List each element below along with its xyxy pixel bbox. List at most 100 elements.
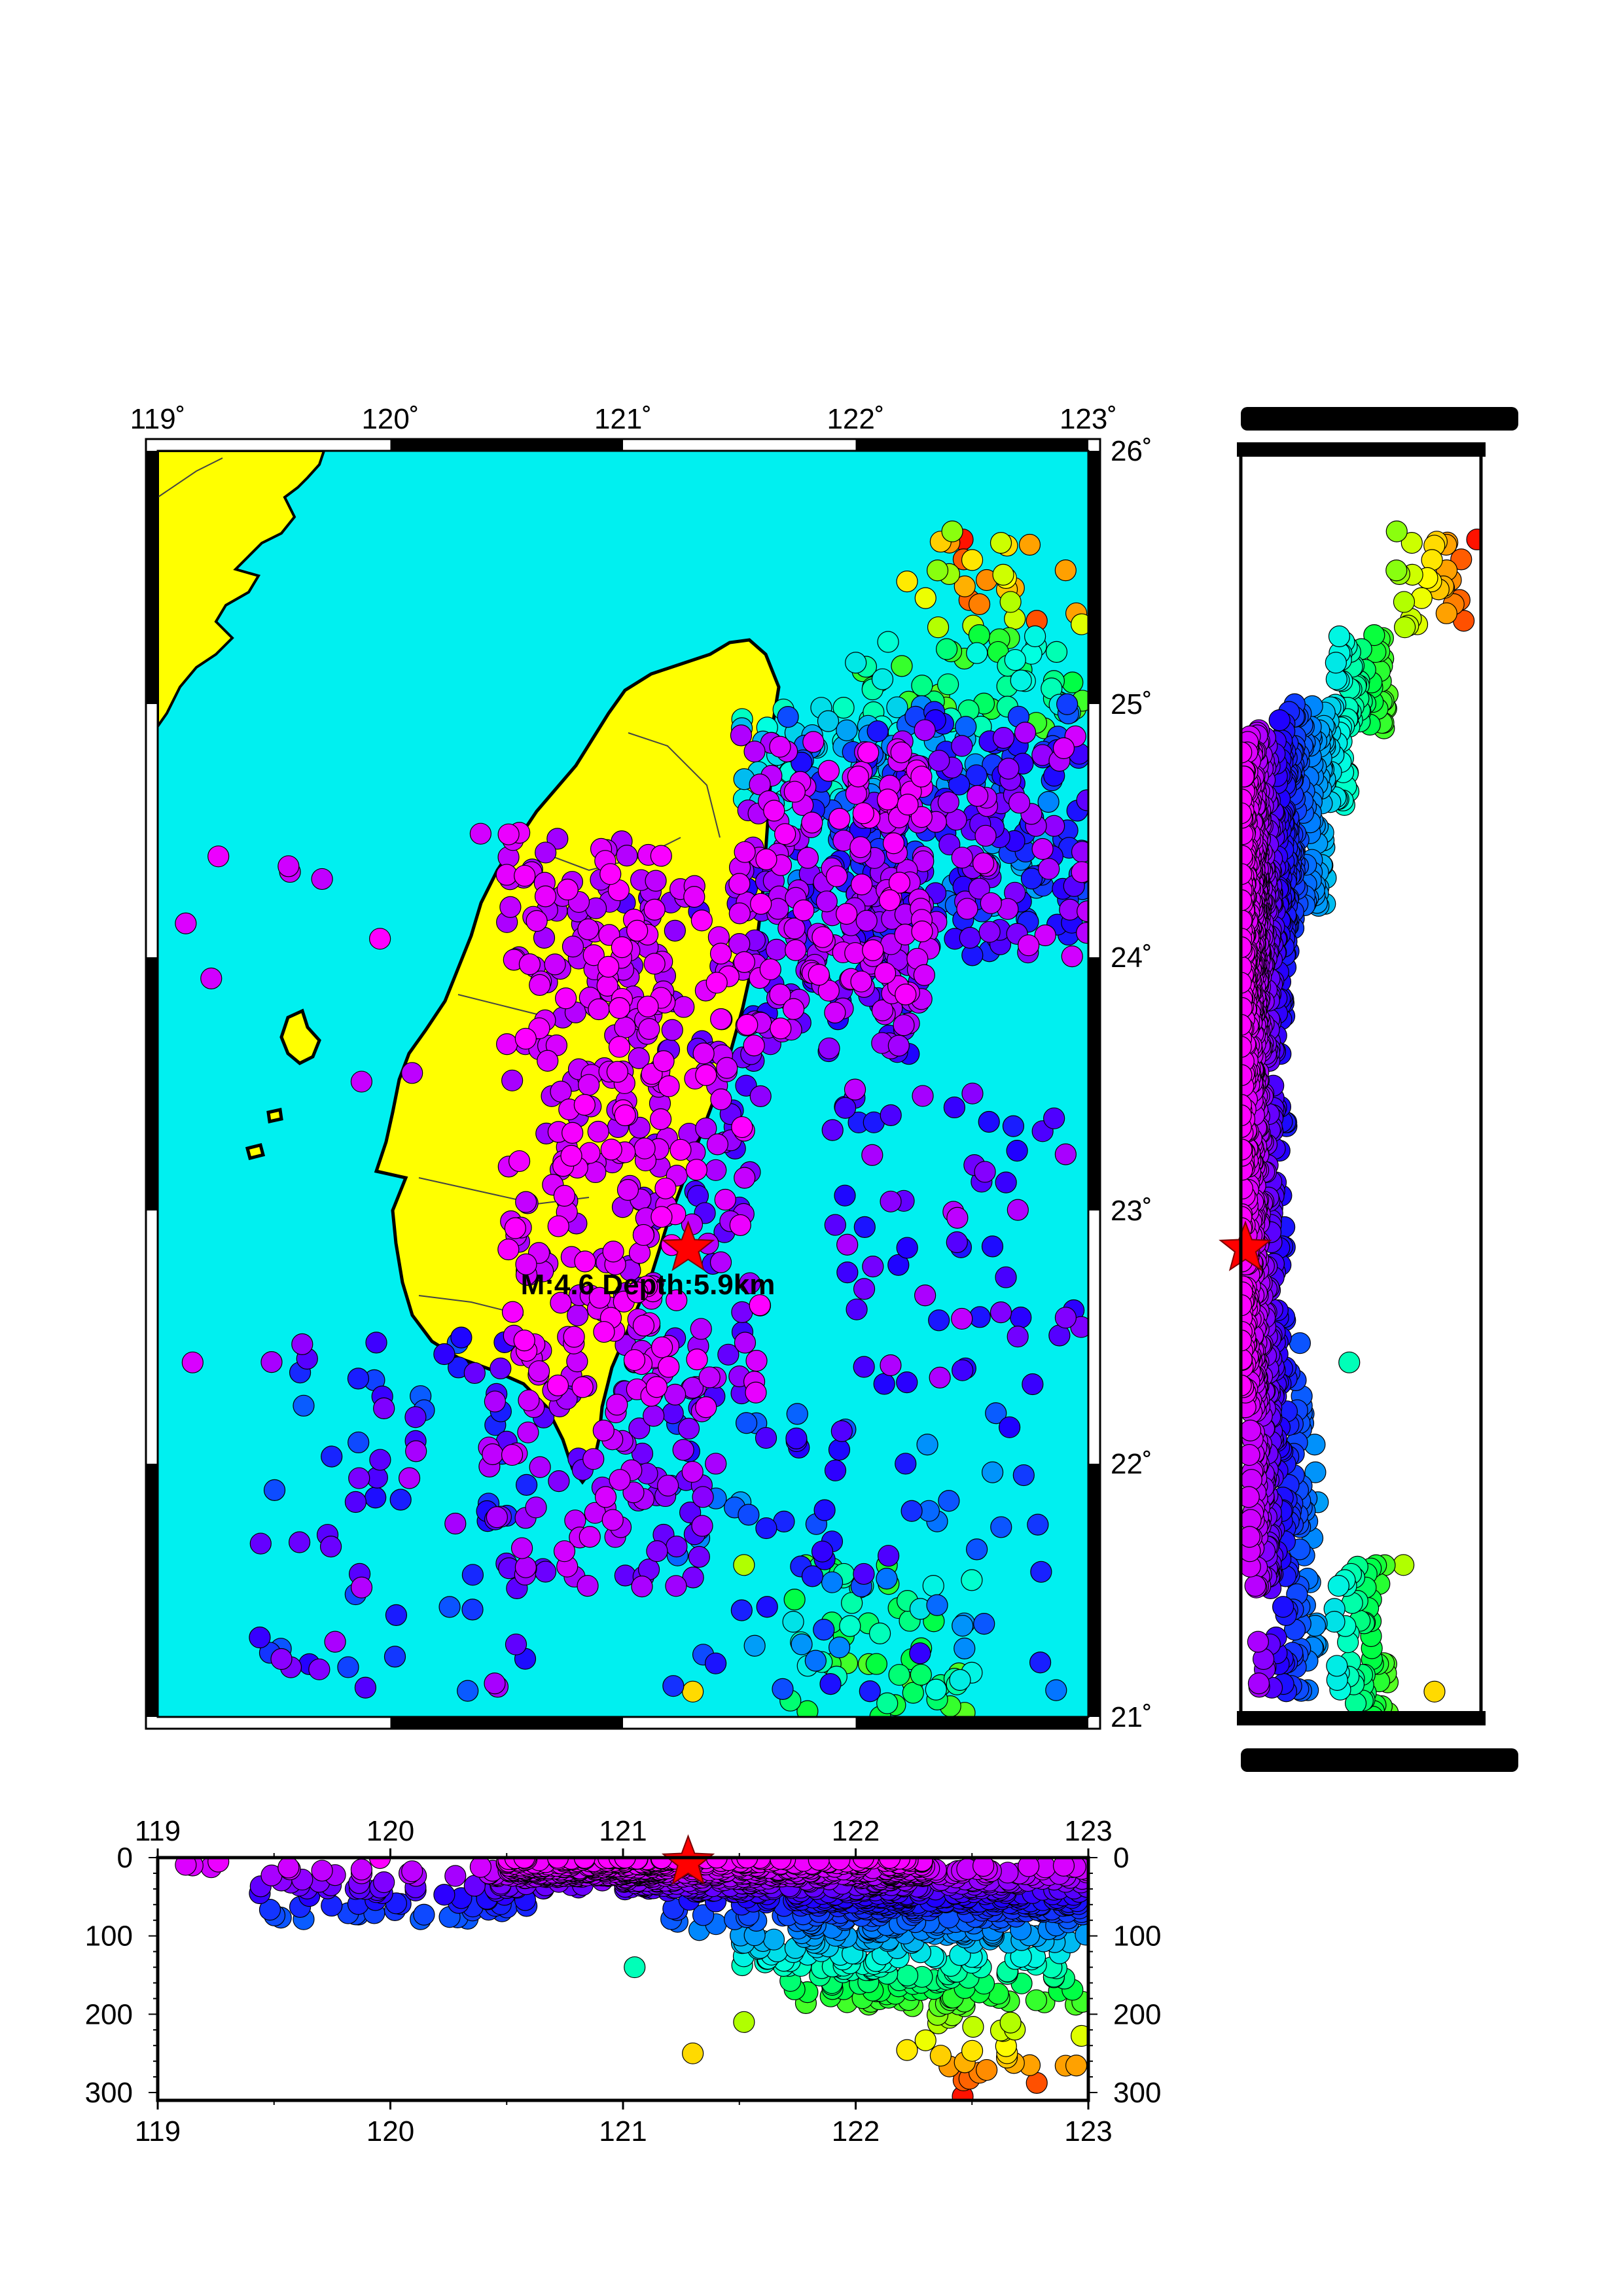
- earthquake-marker: [497, 823, 520, 845]
- earthquake-marker: [845, 652, 867, 674]
- earthquake-marker: [651, 1206, 673, 1228]
- depth-label: 100: [85, 1920, 133, 1952]
- earthquake-marker: [819, 1673, 842, 1695]
- earthquake-marker: [562, 1122, 584, 1144]
- earthquake-marker: [686, 1349, 708, 1371]
- earthquake-marker: [645, 1376, 668, 1398]
- earthquake-marker: [922, 1575, 944, 1597]
- longitude-label: 120: [366, 1815, 414, 1847]
- earthquake-marker: [749, 1294, 771, 1316]
- earthquake-marker: [966, 642, 988, 664]
- frame-bar: [1088, 1464, 1100, 1717]
- earthquake-marker: [563, 1326, 585, 1348]
- earthquake-marker: [925, 1678, 947, 1701]
- earthquake-marker: [553, 1540, 576, 1563]
- earthquake-marker: [763, 800, 785, 822]
- earthquake-marker: [1450, 548, 1472, 571]
- earthquake-marker: [587, 1120, 609, 1143]
- penghu-islet: [266, 1107, 283, 1124]
- earthquake-marker: [862, 1256, 884, 1278]
- frame-bar: [855, 1717, 1088, 1729]
- earthquake-marker: [504, 1217, 526, 1239]
- earthquake-marker: [955, 716, 977, 738]
- earthquake-marker: [319, 1536, 342, 1558]
- earthquake-marker: [579, 1526, 601, 1548]
- earthquake-marker: [705, 1159, 727, 1181]
- earthquake-marker: [1241, 1443, 1260, 1466]
- earthquake-marker: [200, 967, 223, 989]
- earthquake-marker: [526, 910, 548, 932]
- earthquake-marker: [626, 919, 649, 942]
- earthquake-marker: [457, 1680, 479, 1702]
- earthquake-marker: [1247, 1672, 1270, 1695]
- earthquake-marker: [548, 1470, 570, 1492]
- earthquake-marker: [501, 1301, 524, 1323]
- earthquake-marker: [433, 1343, 455, 1366]
- earthquake-marker: [853, 1216, 876, 1238]
- earthquake-marker: [704, 1652, 727, 1674]
- earthquake-marker: [961, 1569, 983, 1591]
- earthquake-marker: [968, 877, 990, 900]
- earthquake-marker: [880, 1104, 902, 1126]
- earthquake-marker: [1027, 1513, 1049, 1536]
- earthquake-marker: [826, 865, 848, 887]
- earthquake-marker: [824, 1214, 846, 1236]
- earthquake-marker: [688, 1545, 710, 1568]
- earthquake-marker: [1012, 1464, 1035, 1487]
- earthquake-marker: [259, 1899, 281, 1921]
- earthquake-marker: [291, 1333, 313, 1355]
- longitude-label: 123˚: [1060, 403, 1117, 435]
- longitude-label: 121: [599, 1815, 647, 1847]
- earthquake-marker: [1075, 1924, 1088, 1946]
- earthquake-marker: [207, 845, 230, 868]
- earthquake-marker: [695, 1064, 717, 1086]
- earthquake-marker: [1045, 1679, 1067, 1701]
- earthquake-marker: [783, 1589, 806, 1611]
- earthquake-marker: [661, 1019, 683, 1041]
- earthquake-marker: [637, 995, 659, 1017]
- earthquake-marker: [1385, 520, 1408, 542]
- depth-label: 0: [1113, 1842, 1129, 1874]
- earthquake-marker: [914, 1284, 936, 1307]
- earthquake-marker: [1304, 1461, 1327, 1483]
- epicenter-marker: [661, 1220, 715, 1271]
- side-epicenter-marker: [1219, 1220, 1272, 1271]
- earthquake-marker: [783, 781, 806, 803]
- depth-label: 0: [117, 1842, 133, 1874]
- earthquake-marker: [588, 998, 610, 1021]
- earthquake-marker: [588, 1286, 611, 1309]
- earthquake-marker: [808, 964, 830, 986]
- earthquake-marker: [808, 1858, 830, 1871]
- earthquake-marker: [782, 1610, 804, 1633]
- earthquake-marker: [928, 1309, 950, 1332]
- earthquake-marker: [1423, 1680, 1446, 1703]
- earthquake-marker: [664, 919, 686, 942]
- depth-label: 100: [1113, 1920, 1161, 1952]
- earthquake-marker: [461, 1564, 484, 1586]
- earthquake-marker: [862, 939, 884, 961]
- earthquake-marker: [582, 944, 605, 966]
- earthquake-marker: [735, 1412, 758, 1434]
- earthquake-marker: [1043, 1107, 1065, 1129]
- depth-label: 200: [85, 1998, 133, 2030]
- longitude-label: 119: [135, 1815, 181, 1847]
- longitude-label: 122: [832, 2115, 880, 2147]
- earthquake-marker: [855, 910, 878, 932]
- latitude-label: 21˚: [1111, 1701, 1152, 1733]
- earthquake-marker: [1076, 922, 1088, 944]
- frame-bar: [1088, 451, 1100, 704]
- earthquake-marker: [664, 1383, 687, 1405]
- earthquake-marker: [738, 1504, 760, 1526]
- earthquake-marker: [897, 794, 919, 816]
- earthquake-marker: [916, 1434, 938, 1456]
- bottom-panel-ticks: [149, 1848, 1097, 2110]
- earthquake-marker: [980, 892, 1002, 914]
- earthquake-marker: [733, 951, 755, 973]
- earthquake-marker: [632, 1224, 654, 1246]
- earthquake-marker: [405, 1440, 427, 1462]
- earthquake-marker: [555, 987, 577, 1010]
- longitude-label: 119˚: [130, 403, 186, 435]
- longitude-label: 120˚: [361, 403, 419, 435]
- earthquake-marker: [622, 1481, 645, 1504]
- earthquake-marker: [1393, 591, 1416, 613]
